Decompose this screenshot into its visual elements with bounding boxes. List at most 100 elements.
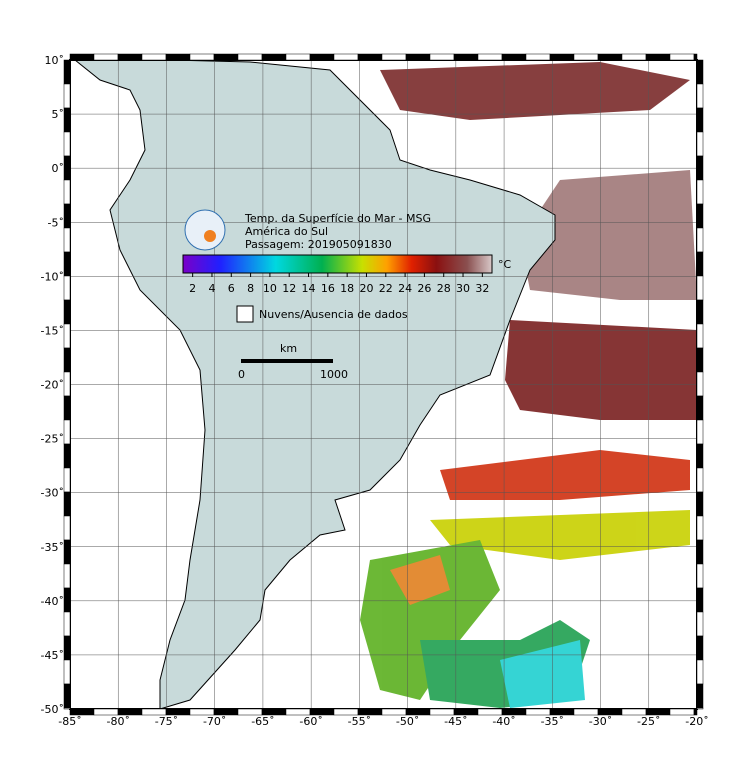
- colorbar-label: 2: [189, 282, 196, 295]
- frame-tick: [477, 708, 503, 716]
- legend-box: Temp. da Superfície do Mar - MSG América…: [182, 209, 512, 381]
- frame-tick: [63, 395, 71, 421]
- frame-tick: [696, 323, 704, 349]
- frame-tick: [696, 131, 704, 157]
- frame-tick: [63, 83, 71, 109]
- x-tick-label: -25˚: [637, 715, 660, 728]
- colorbar-label: 6: [228, 282, 235, 295]
- frame-tick: [429, 53, 455, 61]
- x-tick-label: -75˚: [155, 715, 178, 728]
- x-tick-label: -50˚: [396, 715, 419, 728]
- frame-tick: [117, 708, 143, 716]
- y-tick-label: 10˚: [45, 54, 65, 67]
- frame-tick: [696, 659, 704, 685]
- colorbar-label: 24: [398, 282, 412, 295]
- frame-tick: [669, 53, 695, 61]
- frame-tick: [381, 708, 407, 716]
- frame-tick: [696, 395, 704, 421]
- frame-tick: [357, 708, 383, 716]
- colorbar-unit: °C: [498, 258, 512, 271]
- frame-tick: [405, 53, 431, 61]
- x-tick-label: -65˚: [251, 715, 274, 728]
- pass: Passagem: 201905091830: [245, 238, 392, 251]
- colorbar-label: 12: [282, 282, 296, 295]
- frame-tick: [213, 53, 239, 61]
- frame-tick: [696, 59, 704, 85]
- frame-tick: [63, 131, 71, 157]
- colorbar-label: 28: [437, 282, 451, 295]
- frame-tick: [696, 419, 704, 445]
- y-tick-label: -10˚: [41, 270, 64, 283]
- frame-tick: [696, 611, 704, 637]
- frame-tick: [549, 708, 575, 716]
- frame-tick: [696, 467, 704, 493]
- frame-tick: [93, 53, 119, 61]
- frame-tick: [63, 251, 71, 277]
- y-tick-label: 5˚: [52, 108, 65, 121]
- frame-tick: [333, 53, 359, 61]
- frame-tick: [63, 179, 71, 205]
- sst-patches: [360, 62, 697, 708]
- legend-label: Nuvens/Ausencia de dados: [259, 308, 408, 321]
- frame-tick: [693, 53, 698, 61]
- frame-tick: [285, 53, 311, 61]
- x-tick-label: -55˚: [348, 715, 371, 728]
- frame-tick: [696, 179, 704, 205]
- frame-tick: [141, 53, 167, 61]
- frame-tick: [165, 708, 191, 716]
- frame-tick: [621, 708, 647, 716]
- frame-tick: [261, 708, 287, 716]
- frame-tick: [63, 587, 71, 613]
- frame-tick: [696, 707, 704, 710]
- frame-tick: [597, 53, 623, 61]
- title: Temp. da Superfície do Mar - MSG: [244, 212, 431, 225]
- x-tick-label: -60˚: [299, 715, 322, 728]
- frame-tick: [63, 107, 71, 133]
- frame-tick: [189, 53, 215, 61]
- colorbar-label: 26: [417, 282, 431, 295]
- colorbar-label: 14: [302, 282, 316, 295]
- frame-tick: [549, 53, 575, 61]
- x-tick-label: -30˚: [589, 715, 612, 728]
- frame-tick: [63, 539, 71, 565]
- frame-tick: [429, 708, 455, 716]
- frame-tick: [63, 371, 71, 397]
- frame-tick: [63, 515, 71, 541]
- frame-tick: [696, 587, 704, 613]
- frame-tick: [405, 708, 431, 716]
- frame-tick: [63, 563, 71, 589]
- frame-tick: [141, 708, 167, 716]
- frame-tick: [453, 708, 479, 716]
- frame-tick: [696, 515, 704, 541]
- y-tick-label: -15˚: [41, 324, 64, 337]
- colorbar-label: 32: [475, 282, 489, 295]
- frame-tick: [696, 155, 704, 181]
- y-tick-label: -30˚: [41, 487, 64, 500]
- frame-tick: [63, 323, 71, 349]
- x-tick-label: -70˚: [203, 715, 226, 728]
- frame-tick: [453, 53, 479, 61]
- frame-tick: [309, 708, 335, 716]
- region: América do Sul: [245, 225, 328, 238]
- y-tick-label: -5˚: [48, 216, 64, 229]
- frame-tick: [696, 203, 704, 229]
- frame-tick: [696, 539, 704, 565]
- frame-tick: [525, 53, 551, 61]
- frame-tick: [63, 347, 71, 373]
- x-tick-label: -85˚: [58, 715, 81, 728]
- frame-tick: [501, 53, 527, 61]
- colorbar-label: 30: [456, 282, 470, 295]
- y-tick-label: -45˚: [41, 649, 64, 662]
- frame-tick: [645, 53, 671, 61]
- frame-tick: [696, 347, 704, 373]
- y-tick-label: -25˚: [41, 433, 64, 446]
- frame-tick: [621, 53, 647, 61]
- scale-unit: km: [280, 342, 297, 355]
- frame-tick: [63, 611, 71, 637]
- y-tick-label: -20˚: [41, 379, 64, 392]
- colorbar-label: 18: [340, 282, 354, 295]
- frame-tick: [696, 491, 704, 517]
- frame-tick: [69, 708, 95, 716]
- frame-tick: [333, 708, 359, 716]
- x-tick-label: -40˚: [492, 715, 515, 728]
